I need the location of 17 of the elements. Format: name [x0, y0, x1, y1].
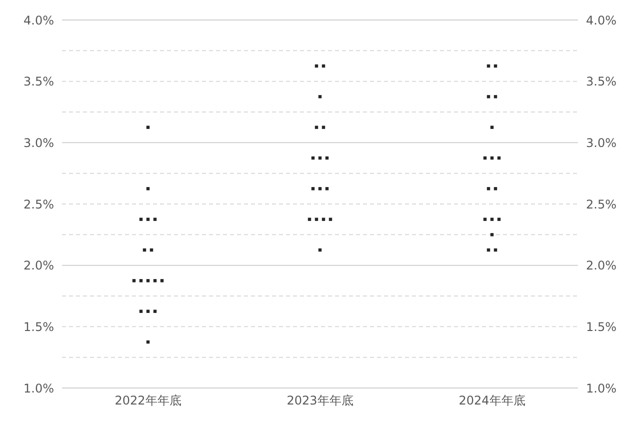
- x-tick-label: 2022年年底: [114, 394, 182, 408]
- y-tick-label: 2.0%: [24, 258, 54, 273]
- x-tick-label: 2024年年底: [458, 394, 526, 408]
- y2-tick-label: 2.0%: [586, 258, 616, 273]
- y2-tick-label: 1.0%: [586, 381, 616, 396]
- y-tick-label: 1.0%: [24, 381, 54, 396]
- y2-tick-label: 3.5%: [586, 74, 616, 89]
- y-tick-label: 1.5%: [24, 320, 54, 334]
- y2-tick-label: 3.0%: [586, 136, 616, 150]
- y2-tick-label: 1.5%: [586, 320, 616, 334]
- y-tick-label: 3.5%: [24, 74, 54, 89]
- y-tick-label: 3.0%: [24, 136, 54, 150]
- y-tick-label: 4.0%: [24, 13, 54, 28]
- y-tick-label: 2.5%: [24, 197, 54, 212]
- y2-tick-label: 4.0%: [586, 13, 616, 28]
- y2-tick-label: 2.5%: [586, 197, 616, 212]
- x-tick-label: 2023年年底: [286, 394, 354, 408]
